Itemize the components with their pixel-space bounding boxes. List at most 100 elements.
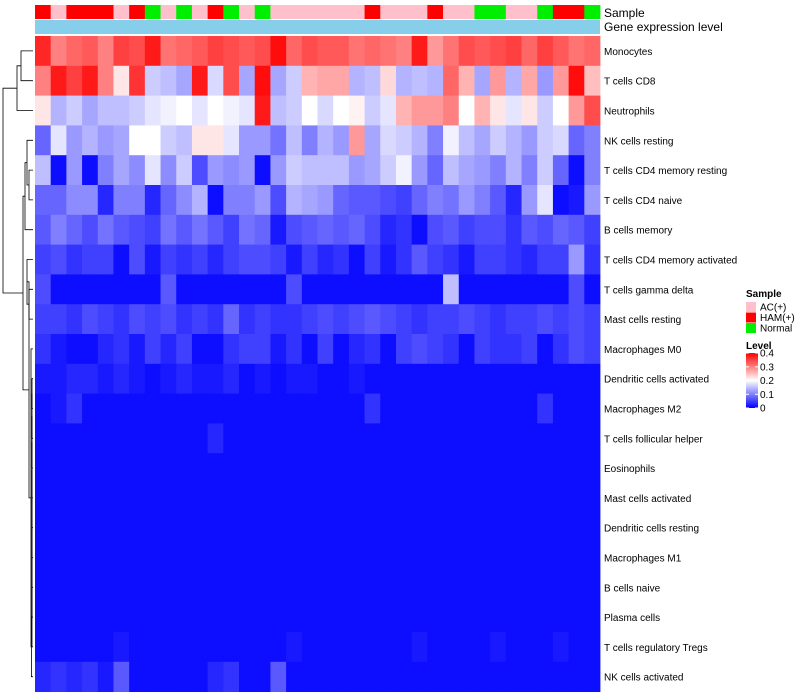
- heatmap-cell: [207, 185, 224, 216]
- dendrogram-branch: [28, 169, 33, 201]
- heatmap-cell: [411, 661, 428, 692]
- heatmap-cell: [568, 334, 585, 365]
- heatmap-cell: [411, 125, 428, 156]
- heatmap-cell: [364, 185, 381, 216]
- heatmap-cell: [552, 95, 570, 126]
- heatmap-cell: [505, 125, 522, 156]
- heatmap-cell: [333, 65, 350, 96]
- heatmap-cell: [207, 483, 224, 514]
- heatmap-cell: [254, 363, 271, 394]
- heatmap-cell: [286, 661, 303, 692]
- heatmap-cell: [317, 304, 334, 335]
- sample-annotation-cell: [552, 5, 570, 19]
- heatmap-cell: [584, 65, 601, 96]
- sample-annotation-cell: [474, 5, 491, 19]
- heatmap-cell: [443, 95, 460, 126]
- heatmap-cell: [270, 423, 287, 454]
- legend-sample-swatch: [746, 312, 756, 323]
- heatmap-cell: [97, 393, 114, 424]
- heatmap-cell: [411, 483, 428, 514]
- heatmap-cell: [505, 244, 522, 275]
- heatmap-cell: [129, 334, 146, 365]
- heatmap-cell: [207, 65, 224, 96]
- row-label: T cells gamma delta: [604, 285, 694, 296]
- legend: Sample AC(+)HAM(+)Normal Level 0.4 0.3 0.2…: [746, 289, 795, 415]
- heatmap-cell: [568, 632, 585, 663]
- heatmap-cell: [286, 36, 303, 67]
- heatmap-cell: [490, 334, 507, 365]
- heatmap-cell: [505, 632, 522, 663]
- sample-annotation-cell: [176, 5, 193, 19]
- heatmap-cell: [458, 572, 475, 603]
- heatmap-cell: [239, 661, 256, 692]
- heatmap-cell: [395, 393, 413, 424]
- heatmap-cell: [364, 632, 381, 663]
- heatmap-cell: [521, 393, 538, 424]
- heatmap-cell: [254, 155, 271, 186]
- heatmap-cell: [380, 65, 397, 96]
- heatmap-cell: [97, 512, 114, 543]
- heatmap-cell: [333, 393, 350, 424]
- heatmap-cell: [97, 214, 114, 245]
- sample-annotation-cell: [301, 5, 318, 19]
- heatmap-cell: [82, 393, 99, 424]
- heatmap-cell: [552, 483, 570, 514]
- heatmap-cell: [191, 423, 209, 454]
- heatmap-cell: [176, 244, 193, 275]
- heatmap-cell: [490, 453, 507, 484]
- heatmap-cell: [552, 393, 570, 424]
- heatmap-cell: [317, 602, 334, 633]
- heatmap-cell: [97, 185, 114, 216]
- heatmap-cell: [584, 95, 601, 126]
- heatmap-cell: [35, 453, 52, 484]
- heatmap-cell: [129, 185, 146, 216]
- heatmap-cell: [129, 95, 146, 126]
- heatmap-cell: [50, 453, 67, 484]
- heatmap-cell: [144, 334, 161, 365]
- heatmap-cell: [144, 423, 161, 454]
- heatmap-cell: [552, 65, 570, 96]
- sample-annotation-cell: [50, 5, 67, 19]
- heatmap-cell: [254, 512, 271, 543]
- heatmap-cell: [301, 661, 318, 692]
- heatmap-cell: [223, 632, 240, 663]
- heatmap-cell: [239, 304, 256, 335]
- row-label: Neutrophils: [604, 107, 655, 118]
- heatmap-cell: [380, 95, 397, 126]
- heatmap-cell: [113, 95, 130, 126]
- heatmap-cell: [207, 661, 224, 692]
- heatmap-cell: [176, 65, 193, 96]
- row-label: T cells CD8: [604, 77, 656, 88]
- heatmap-cell: [176, 214, 193, 245]
- heatmap-cell: [584, 125, 601, 156]
- heatmap-cell: [301, 274, 318, 305]
- heatmap-cell: [191, 542, 209, 573]
- heatmap-cell: [176, 632, 193, 663]
- heatmap-cell: [380, 423, 397, 454]
- row-label: Dendritic cells resting: [604, 524, 699, 535]
- heatmap-cell: [35, 572, 52, 603]
- heatmap-cell: [286, 602, 303, 633]
- heatmap-cell: [223, 661, 240, 692]
- heatmap-cell: [395, 423, 413, 454]
- heatmap-cell: [317, 125, 334, 156]
- heatmap-cell: [223, 363, 240, 394]
- heatmap-cell: [317, 512, 334, 543]
- heatmap-cell: [97, 483, 114, 514]
- heatmap-cell: [254, 185, 271, 216]
- heatmap-cell: [191, 483, 209, 514]
- heatmap-cell: [160, 602, 177, 633]
- heatmap-cell: [537, 572, 554, 603]
- heatmap-cell: [458, 155, 475, 186]
- heatmap-cell: [348, 483, 365, 514]
- heatmap-cell: [160, 125, 177, 156]
- heatmap-cell: [301, 512, 318, 543]
- heatmap-cell: [176, 95, 193, 126]
- heatmap-cell: [568, 125, 585, 156]
- legend-level-tick-label: 0.4: [760, 349, 774, 360]
- heatmap-cell: [348, 185, 365, 216]
- heatmap-cell: [348, 393, 365, 424]
- heatmap-cell: [333, 423, 350, 454]
- heatmap-cell: [584, 185, 601, 216]
- heatmap-cell: [395, 36, 413, 67]
